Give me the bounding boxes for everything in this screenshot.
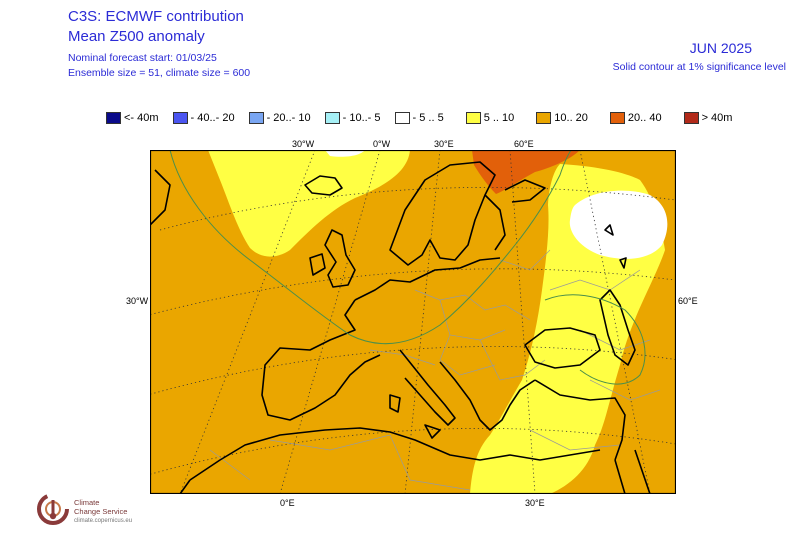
logo-text-line2: Change Service (74, 507, 128, 516)
legend-label: - 5 .. 5 (412, 112, 444, 124)
anomaly-region-minus5-5-top (325, 150, 365, 157)
lat-label-left-30w: 30°W (126, 296, 149, 306)
legend-label: > 40m (701, 112, 733, 124)
legend-label: - 10..- 5 (342, 112, 381, 124)
forecast-start: Nominal forecast start: 01/03/25 (68, 52, 217, 64)
copernicus-logo-icon (37, 493, 69, 525)
legend-item: - 20..- 10 (248, 112, 311, 124)
anomaly-region-5-10-northwest (208, 150, 410, 257)
legend-item: <- 40m (106, 112, 159, 124)
legend-item: - 40..- 20 (172, 112, 235, 124)
legend-item: - 10..- 5 (324, 112, 381, 124)
legend-swatch (536, 112, 552, 124)
lat-label-right-60e: 60°E (678, 296, 698, 306)
coastlines (150, 161, 651, 494)
legend-item: 10.. 20 (536, 112, 588, 124)
legend-swatch (324, 112, 340, 124)
legend-label: - 40..- 20 (190, 112, 235, 124)
legend-item: > 40m (683, 112, 733, 124)
legend-swatch (465, 112, 481, 124)
significance-contours (169, 150, 646, 385)
legend-label: 10.. 20 (554, 112, 588, 124)
legend-swatch (248, 112, 264, 124)
forecast-month: JUN 2025 (689, 40, 752, 56)
legend-label: <- 40m (124, 112, 159, 124)
legend-swatch (172, 112, 188, 124)
anomaly-region-minus5-5 (569, 190, 668, 259)
graticule (150, 150, 676, 494)
legend-label: - 20..- 10 (266, 112, 311, 124)
anomaly-map (150, 150, 676, 494)
legend-item: 20.. 40 (609, 112, 662, 124)
anomaly-region-20-40 (472, 150, 580, 194)
lon-label-top-60e: 60°E (514, 139, 534, 149)
lon-label-top-30w: 30°W (292, 139, 315, 149)
lon-label-bottom-30e: 30°E (525, 498, 545, 508)
legend-label: 20.. 40 (627, 112, 662, 124)
logo-text-line1: Climate (74, 498, 100, 507)
legend-item: 5 .. 10 (465, 112, 515, 124)
map-frame (150, 150, 676, 494)
legend-swatch (394, 112, 410, 124)
logo-url: climate.copernicus.eu (74, 518, 133, 524)
lon-label-bottom-0e: 0°E (280, 498, 295, 508)
lon-label-top-30e: 30°E (434, 139, 454, 149)
title-line-2: Mean Z500 anomaly (68, 28, 205, 45)
legend-label: 5 .. 10 (483, 112, 515, 124)
legend-item: - 5 .. 5 (394, 112, 444, 124)
ensemble-info: Ensemble size = 51, climate size = 600 (68, 67, 251, 79)
legend: <- 40m - 40..- 20 - 20..- 10 - 10..- 5 -… (106, 108, 732, 128)
legend-swatch (106, 112, 121, 124)
title-line-1: C3S: ECMWF contribution (68, 8, 244, 25)
legend-swatch (609, 112, 625, 124)
lon-label-top-0w: 0°W (373, 139, 391, 149)
legend-swatch (683, 112, 699, 124)
contour-note: Solid contour at 1% significance level (612, 61, 786, 73)
